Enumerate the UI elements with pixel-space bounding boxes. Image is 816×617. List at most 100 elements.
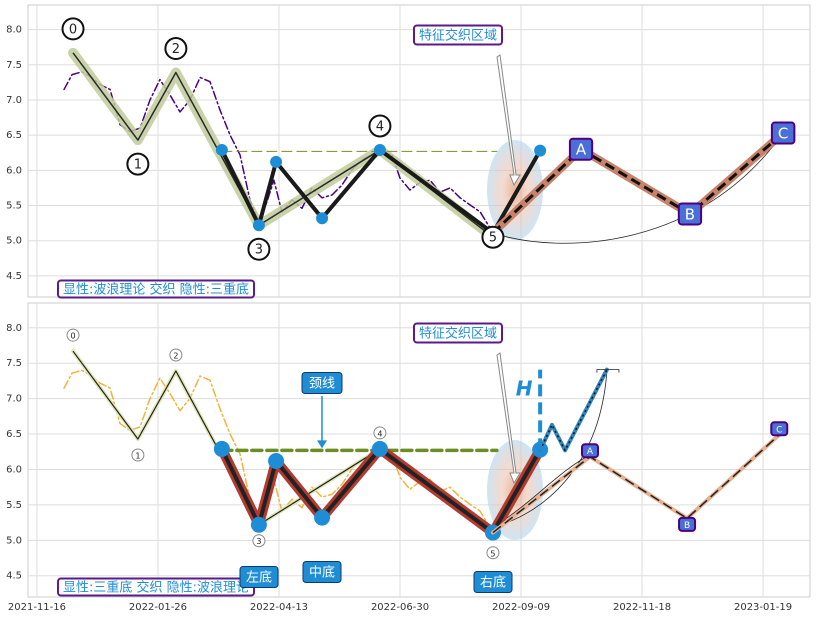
point-label: B	[677, 202, 703, 226]
point-label: 1	[135, 452, 140, 461]
series-core	[492, 434, 780, 534]
arc	[492, 132, 784, 244]
y-tick-label: 7.0	[6, 95, 22, 106]
point-label-box	[678, 516, 697, 532]
point-label: C	[770, 421, 789, 437]
point-label: 0	[70, 332, 75, 341]
bottom-label-text: 右底	[480, 575, 506, 591]
annotation-arrow	[496, 352, 521, 485]
y-tick-label: 6.5	[6, 130, 22, 141]
y-tick-label: 5.0	[6, 535, 22, 546]
point-label: 2	[173, 352, 178, 361]
point-label-circle	[247, 237, 271, 261]
point-label-circle	[368, 114, 392, 138]
bottom-label: 中底	[302, 561, 342, 583]
x-tick-label: 2022-04-13	[250, 602, 308, 613]
point-label-text: B	[685, 205, 695, 223]
neckline-label-box	[301, 372, 343, 394]
caption: 显性:波浪理论 交织 隐性:三重底	[56, 279, 256, 299]
annotation-arrow	[496, 54, 521, 187]
point-label: 4	[377, 429, 382, 438]
x-tick-label: 2022-09-09	[492, 602, 550, 613]
point-label: 3	[256, 537, 261, 546]
series-core	[491, 131, 785, 235]
annotation-text: 特征交织区域	[419, 28, 497, 44]
y-tick-label: 7.0	[6, 394, 22, 405]
x-tick-label: 2021-11-16	[8, 602, 66, 613]
point-label-box	[677, 202, 703, 226]
annotation-text: 特征交织区域	[419, 326, 497, 342]
point-label-box	[580, 443, 599, 459]
point-label: 5	[490, 549, 495, 558]
point-label-circle	[169, 348, 183, 362]
point-label: A	[580, 443, 599, 459]
x-tick-label: 2023-01-19	[734, 602, 792, 613]
y-tick-label: 5.5	[6, 500, 22, 511]
caption-text: 显性:波浪理论 交织 隐性:三重底	[63, 282, 249, 298]
y-tick-label: 4.5	[6, 571, 22, 582]
marker	[270, 155, 283, 168]
y-tick-label: 6.0	[6, 464, 22, 475]
y-tick-label: 6.0	[6, 165, 22, 176]
point-label-box	[770, 421, 789, 437]
marker	[314, 509, 331, 526]
point-label-text: C	[776, 425, 782, 435]
marker	[215, 143, 228, 156]
y-tick-label: 8.0	[6, 25, 22, 36]
point-label-box	[770, 121, 796, 145]
y-tick-label: 7.5	[6, 60, 22, 71]
caption: 显性:三重底 交织 隐性:波浪理论	[56, 577, 256, 597]
caption-box	[56, 279, 256, 299]
point-label-text: C	[778, 125, 788, 143]
marker	[534, 144, 547, 157]
point-label-text: B	[684, 521, 690, 531]
y-tick-label: 5.0	[6, 236, 22, 247]
annotation-box	[412, 24, 504, 46]
point-label-text: A	[587, 447, 594, 457]
marker	[250, 516, 267, 533]
y-tick-label: 5.5	[6, 201, 22, 212]
point-label-circle	[373, 426, 387, 440]
series-line	[538, 367, 609, 453]
x-tick-label: 2022-01-26	[129, 602, 187, 613]
marker	[371, 440, 388, 457]
marker	[213, 440, 230, 457]
annotation: 特征交织区域	[412, 322, 504, 344]
y-tick-label: 7.5	[6, 358, 22, 369]
point-label-circle	[252, 534, 266, 548]
annotation: 特征交织区域	[412, 24, 504, 46]
point-label: 2	[172, 42, 180, 57]
point-label: A	[568, 137, 594, 161]
point-label-circle	[66, 328, 80, 342]
bottom-label-box	[302, 561, 342, 583]
point-label: 5	[489, 231, 497, 246]
point-label: C	[770, 121, 796, 145]
neckline-label-text: 颈线	[309, 377, 335, 392]
bottom-label: 左底	[239, 566, 279, 588]
y-tick-label: 6.5	[6, 429, 22, 440]
bottom-label-text: 中底	[309, 565, 335, 581]
marker	[373, 143, 386, 156]
point-label-circle	[486, 546, 500, 560]
point-label: 3	[255, 243, 263, 258]
x-tick-label: 2022-11-18	[613, 602, 671, 613]
x-tick-label: 2022-06-30	[371, 602, 429, 613]
y-tick-label: 4.5	[6, 271, 22, 282]
point-label: 1	[134, 158, 142, 173]
bottom-label-text: 左底	[246, 570, 272, 586]
y-tick-label: 8.0	[6, 323, 22, 334]
point-label-box	[568, 137, 594, 161]
point-label-text: A	[576, 141, 587, 159]
annotation-box	[412, 322, 504, 344]
point-label-circle	[131, 448, 145, 462]
neckline-arrow-head	[317, 440, 327, 449]
neckline-label: 颈线	[301, 372, 343, 394]
height-label: H	[516, 377, 533, 401]
point-label-circle	[481, 225, 505, 249]
marker	[268, 452, 285, 469]
marker	[252, 219, 265, 232]
marker	[316, 212, 329, 225]
point-label: 4	[376, 119, 384, 134]
point-label-circle	[164, 37, 188, 61]
